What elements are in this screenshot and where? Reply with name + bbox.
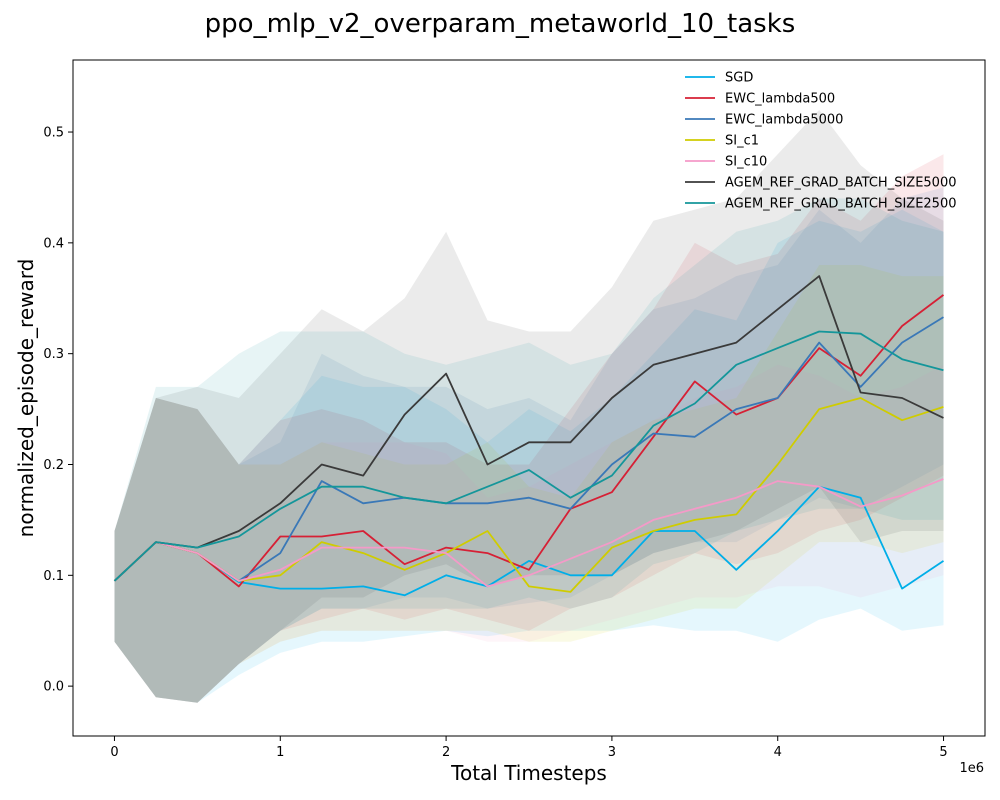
x-offset-label: 1e6 bbox=[959, 761, 984, 776]
line-series-2 bbox=[113, 316, 944, 582]
legend-label-6: AGEM_REF_GRAD_BATCH_SIZE2500 bbox=[725, 197, 957, 212]
legend-label-1: EWC_lambda500 bbox=[725, 92, 835, 107]
legend: SGD EWC_lambda500 EWC_lambda5000 SI_c1 SI_c1… bbox=[685, 71, 957, 212]
band-series-6 bbox=[114, 198, 944, 703]
x-tick-label-1: 1 bbox=[276, 745, 284, 760]
plot-frame bbox=[72, 59, 986, 737]
y-tick-label-2: 0.2 bbox=[43, 458, 64, 473]
line-series-5 bbox=[113, 275, 944, 582]
legend-label-4: SI_c10 bbox=[725, 155, 767, 170]
line-series-3 bbox=[113, 397, 944, 593]
legend-label-2: EWC_lambda5000 bbox=[725, 113, 843, 128]
legend-label-0: SGD bbox=[725, 71, 753, 86]
x-tick-label-3: 3 bbox=[608, 745, 616, 760]
x-tick-label-2: 2 bbox=[442, 745, 450, 760]
band-series-5 bbox=[114, 109, 944, 703]
y-tick-label-0: 0.0 bbox=[43, 680, 64, 695]
band-series-3 bbox=[114, 265, 944, 703]
x-tick-label-4: 4 bbox=[774, 745, 782, 760]
y-tick-label-3: 0.3 bbox=[43, 347, 64, 362]
y-tick-label-1: 0.1 bbox=[43, 569, 64, 584]
band-series-0 bbox=[114, 209, 944, 703]
chart-title: ppo_mlp_v2_overparam_metaworld_10_tasks bbox=[205, 9, 796, 39]
series-lines bbox=[113, 275, 945, 597]
line-series-0 bbox=[113, 485, 945, 597]
y-axis-label: normalized_episode_reward bbox=[14, 259, 38, 538]
band-series-2 bbox=[114, 187, 944, 703]
x-axis-ticks: 0 1 2 3 4 5 bbox=[110, 736, 948, 760]
band-series-1 bbox=[114, 154, 944, 703]
band-series-4 bbox=[114, 364, 944, 703]
x-axis-label: Total Timesteps bbox=[450, 761, 607, 785]
legend-label-3: SI_c1 bbox=[725, 134, 759, 149]
x-tick-label-5: 5 bbox=[939, 745, 947, 760]
y-axis-ticks: 0.0 0.1 0.2 0.3 0.4 0.5 bbox=[43, 126, 73, 695]
line-series-1 bbox=[113, 294, 945, 588]
line-series-6 bbox=[113, 330, 944, 582]
confidence-bands bbox=[114, 109, 944, 703]
y-tick-label-5: 0.5 bbox=[43, 126, 64, 141]
x-tick-label-0: 0 bbox=[110, 745, 118, 760]
line-series-4 bbox=[113, 478, 944, 588]
legend-label-5: AGEM_REF_GRAD_BATCH_SIZE5000 bbox=[725, 176, 957, 191]
y-tick-label-4: 0.4 bbox=[43, 236, 64, 251]
